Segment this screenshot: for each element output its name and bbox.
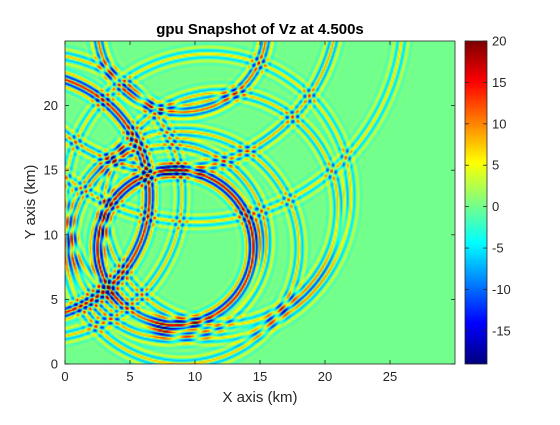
x-axis-label: X axis (km) <box>223 389 298 406</box>
colorbar-tick-label: 20 <box>492 34 506 49</box>
y-tick-label: 10 <box>44 227 58 242</box>
x-tick-label: 0 <box>61 369 68 384</box>
colorbar-tick-label: 5 <box>492 158 499 173</box>
colorbar-tick-label: 10 <box>492 116 506 131</box>
colorbar-tick-label: -10 <box>492 282 511 297</box>
y-axis-label: Y axis (km) <box>22 165 39 240</box>
plot-area <box>64 40 456 365</box>
x-tick-label: 20 <box>318 369 332 384</box>
chart-title: gpu Snapshot of Vz at 4.500s <box>156 21 364 38</box>
colorbar-tick-label: -15 <box>492 323 511 338</box>
colorbar: 20 15 10 5 0 -5 -10 -15 <box>464 34 511 365</box>
y-tick-label: 15 <box>44 163 58 178</box>
x-tick-label: 10 <box>188 369 202 384</box>
y-axis: 0 5 10 15 20 <box>44 98 455 372</box>
y-tick-label: 20 <box>44 98 58 113</box>
colorbar-image <box>465 41 487 364</box>
colorbar-ticks: 20 15 10 5 0 -5 -10 -15 <box>465 34 511 338</box>
x-tick-label: 5 <box>126 369 133 384</box>
colorbar-tick-label: -5 <box>492 241 504 256</box>
y-tick-label: 0 <box>51 357 58 372</box>
x-tick-label: 15 <box>253 369 267 384</box>
colorbar-tick-label: 15 <box>492 75 506 90</box>
colorbar-tick-label: 0 <box>492 199 499 214</box>
x-tick-label: 25 <box>383 369 397 384</box>
colorbar-frame <box>464 40 488 365</box>
x-axis: 0 5 10 15 20 25 <box>61 41 397 384</box>
y-tick-label: 5 <box>51 292 58 307</box>
heatmap-image <box>65 41 455 364</box>
